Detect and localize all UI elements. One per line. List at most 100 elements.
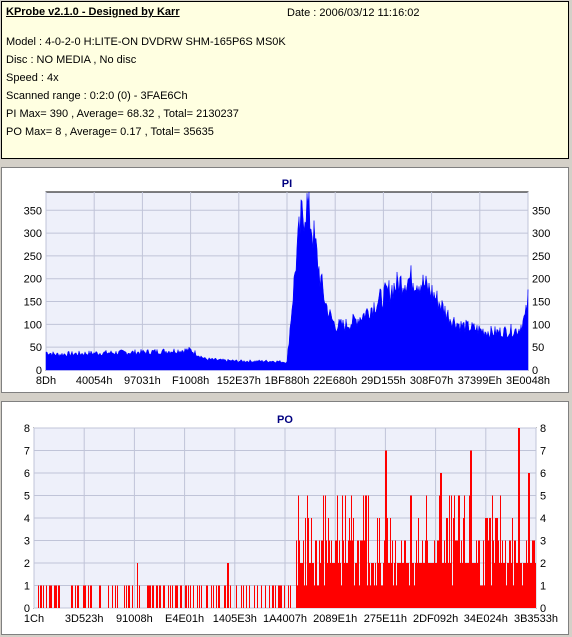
po-bar xyxy=(278,585,279,608)
po-bar xyxy=(216,585,217,608)
po-bar xyxy=(502,540,503,608)
po-bar xyxy=(341,585,342,608)
y-tick-label: 7 xyxy=(24,446,30,458)
po-bar xyxy=(299,540,300,608)
po-bar xyxy=(367,585,368,608)
po-bar xyxy=(88,585,89,608)
po-bar xyxy=(46,585,47,608)
po-bar xyxy=(484,585,485,608)
po-bar xyxy=(523,563,524,608)
po-bar xyxy=(228,563,229,608)
po-bar xyxy=(492,495,493,608)
po-bar xyxy=(38,585,39,608)
po-bar xyxy=(342,495,343,608)
po-bar xyxy=(521,563,522,608)
x-tick-label: 91008h xyxy=(116,613,153,625)
po-bar xyxy=(477,563,478,608)
po-bar xyxy=(414,585,415,608)
po-bar xyxy=(448,563,449,608)
po-bar xyxy=(473,563,474,608)
po-bar xyxy=(305,518,306,608)
po-bar xyxy=(486,518,487,608)
y-tick-label: 150 xyxy=(24,297,42,309)
y-tick-label: 0 xyxy=(36,365,42,377)
po-bar xyxy=(328,518,329,608)
po-bar xyxy=(440,473,441,608)
po-bar xyxy=(419,563,420,608)
po-bar xyxy=(163,585,164,608)
y-tick-label-right: 300 xyxy=(532,228,550,240)
po-bar xyxy=(206,585,207,608)
x-tick-label: 275E11h xyxy=(364,613,407,625)
y-tick-label: 0 xyxy=(24,603,30,615)
po-bar xyxy=(338,563,339,608)
po-bar xyxy=(193,585,194,608)
po-bar xyxy=(281,585,282,608)
po-bar xyxy=(124,585,125,608)
po-bar xyxy=(388,563,389,608)
po-bar xyxy=(425,540,426,608)
app-title: KProbe v2.1.0 - Designed by Karr xyxy=(6,6,180,18)
po-bar xyxy=(56,585,57,608)
po-bar xyxy=(372,563,373,608)
x-tick-label: 2DF092h xyxy=(413,613,458,625)
y-tick-label-right: 3 xyxy=(540,536,546,548)
po-bar xyxy=(213,585,214,608)
po-bar xyxy=(457,540,458,608)
po-bar xyxy=(525,563,526,608)
po-bar xyxy=(153,585,154,608)
po-bar xyxy=(478,540,479,608)
po-bar xyxy=(351,495,352,608)
po-bar xyxy=(531,563,532,608)
po-bar xyxy=(399,563,400,608)
po-bar xyxy=(230,585,231,608)
po-bar xyxy=(43,585,44,608)
po-bar xyxy=(315,540,316,608)
po-bar xyxy=(190,585,191,608)
po-bar xyxy=(359,585,360,608)
po-bar xyxy=(534,540,535,608)
y-tick-label: 1 xyxy=(24,581,30,593)
po-bar xyxy=(387,518,388,608)
po-bar xyxy=(310,563,311,608)
po-bar xyxy=(439,495,440,608)
pi-series-area xyxy=(45,191,529,371)
po-bar xyxy=(354,585,355,608)
po-bar xyxy=(346,563,347,608)
po-bar xyxy=(488,540,489,608)
po-bar xyxy=(483,540,484,608)
y-tick-label: 4 xyxy=(24,513,30,525)
po-bar xyxy=(421,563,422,608)
po-bar xyxy=(495,518,496,608)
po-bar xyxy=(322,540,323,608)
po-bar xyxy=(450,563,451,608)
y-tick-label-right: 100 xyxy=(532,319,550,331)
po-bar xyxy=(330,563,331,608)
po-bar xyxy=(311,518,312,608)
y-tick-label-right: 250 xyxy=(532,251,550,263)
po-bar xyxy=(327,563,328,608)
po-bar xyxy=(458,495,459,608)
x-tick-label: 1405E3h xyxy=(213,613,257,625)
po-bar xyxy=(378,563,379,608)
po-bar xyxy=(465,563,466,608)
po-bar xyxy=(148,585,149,608)
po-bar xyxy=(391,563,392,608)
po-bar xyxy=(358,540,359,608)
po-bar xyxy=(40,585,41,608)
po-bar xyxy=(468,563,469,608)
po-bar xyxy=(474,563,475,608)
po-bar xyxy=(100,585,101,608)
po-bar xyxy=(427,540,428,608)
po-bar xyxy=(507,563,508,608)
po-bar xyxy=(265,585,266,608)
chart-title: PI xyxy=(282,178,292,190)
po-bar xyxy=(485,518,486,608)
po-bar xyxy=(254,585,255,608)
po-bar xyxy=(288,585,289,608)
po-bar xyxy=(376,585,377,608)
po-bar xyxy=(344,563,345,608)
po-bar xyxy=(261,585,262,608)
po-bar xyxy=(347,563,348,608)
po-bar xyxy=(41,585,42,608)
